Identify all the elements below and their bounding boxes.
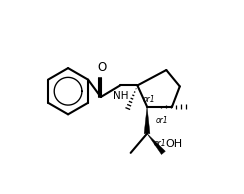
Text: OH: OH <box>165 139 183 149</box>
Text: or1: or1 <box>155 116 168 125</box>
Polygon shape <box>144 107 150 134</box>
Text: O: O <box>98 61 107 74</box>
Text: or1: or1 <box>154 139 166 148</box>
Text: NH: NH <box>113 91 129 101</box>
Text: or1: or1 <box>142 95 155 104</box>
Polygon shape <box>147 134 165 154</box>
